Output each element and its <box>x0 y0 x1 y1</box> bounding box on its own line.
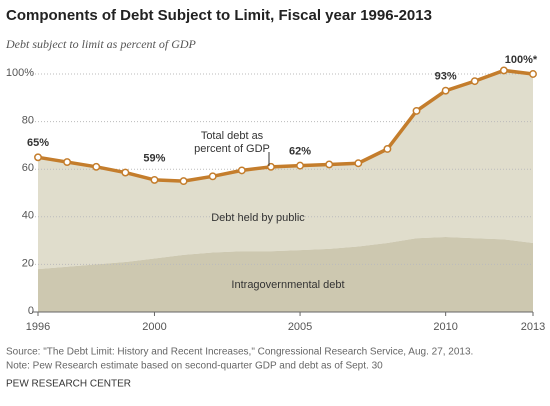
note: Note: Pew Research estimate based on sec… <box>6 361 383 372</box>
point <box>150 175 159 184</box>
point <box>296 161 305 170</box>
x-tick-label: 2013 <box>521 321 545 333</box>
point <box>179 177 188 186</box>
data-label: 100%* <box>505 54 538 66</box>
y-tick-label: 0 <box>28 305 34 317</box>
point <box>121 168 130 177</box>
x-tick-label: 2010 <box>433 321 457 333</box>
data-label: 62% <box>289 146 311 158</box>
x-tick-label: 2000 <box>142 321 166 333</box>
label-total: Total debt as percent of GDP <box>194 130 270 155</box>
x-tick-label: 1996 <box>26 321 50 333</box>
point <box>63 158 72 167</box>
chart-title: Components of Debt Subject to Limit, Fis… <box>6 7 432 24</box>
y-tick-label: 60 <box>22 162 34 174</box>
total-line <box>37 68 534 183</box>
point <box>325 160 334 169</box>
area-intragov <box>38 237 533 312</box>
point <box>354 159 363 168</box>
y-tick-label: 80 <box>22 115 34 127</box>
point <box>470 77 479 86</box>
point <box>237 166 246 175</box>
point <box>34 153 42 162</box>
point <box>383 145 392 153</box>
data-label: 59% <box>143 152 165 164</box>
data-label: 93% <box>435 71 457 83</box>
point <box>412 106 421 115</box>
label-public: Debt held by public <box>211 212 305 224</box>
y-tick-label: 100% <box>6 67 34 79</box>
point <box>529 70 537 78</box>
point <box>92 162 101 171</box>
point <box>499 66 508 75</box>
data-label: 65% <box>27 137 49 149</box>
plot: 0 20 40 60 80 100% 1996 2000 2005 2010 2013 65% 59% 6… <box>6 54 545 333</box>
area-public <box>38 70 533 270</box>
label-intragov: Intragovernmental debt <box>231 279 344 291</box>
point <box>441 86 450 95</box>
source: Source: "The Debt Limit: History and Rec… <box>6 347 473 358</box>
y-tick-label: 40 <box>22 210 34 222</box>
credit: PEW RESEARCH CENTER <box>6 379 131 390</box>
point <box>208 172 217 181</box>
x-tick-label: 2005 <box>288 321 312 333</box>
y-tick-label: 20 <box>22 257 34 269</box>
subtitle: Debt subject to limit as percent of GDP <box>5 37 197 51</box>
